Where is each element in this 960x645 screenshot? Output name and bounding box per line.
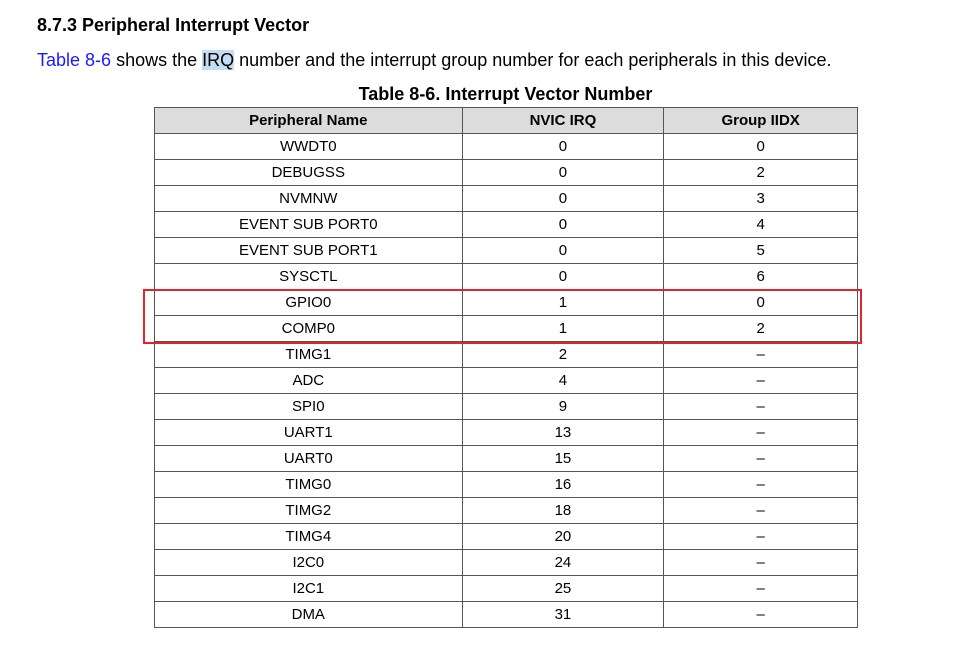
table-row: COMP0 1 2 [154, 315, 858, 342]
table-row: SPI0 9– [154, 393, 858, 420]
table-cell: 31 [461, 601, 665, 628]
table-cell: DEBUGSS [154, 159, 463, 186]
table-cell: 4 [461, 367, 665, 394]
table-cell: NVMNW [154, 185, 463, 212]
table-cell: 20 [461, 523, 665, 550]
table-cell: GPIO0 [154, 289, 463, 316]
table-row: TIMG2 18– [154, 497, 858, 524]
highlight-box [143, 289, 862, 344]
table-cell: 0 [461, 211, 665, 238]
table-cell: I2C0 [154, 549, 463, 576]
table-cell: TIMG4 [154, 523, 463, 550]
table-cell: – [663, 549, 858, 576]
table-cell: 24 [461, 549, 665, 576]
table-cell: 0 [663, 289, 858, 316]
table-row: DEBUGSS 0 2 [154, 159, 858, 186]
table-cell: 4 [663, 211, 858, 238]
table-cell: – [663, 523, 858, 550]
table-cell: 25 [461, 575, 665, 602]
table-row: EVENT SUB PORT0 0 4 [154, 211, 858, 238]
table-cell: UART1 [154, 419, 463, 446]
table-row: TIMG0 16– [154, 471, 858, 498]
table-row: TIMG4 20– [154, 523, 858, 550]
table-row: TIMG1 2– [154, 341, 858, 368]
table-cell: UART0 [154, 445, 463, 472]
text: shows the [111, 50, 203, 70]
table-cell: 0 [461, 263, 665, 290]
table-cell: 0 [461, 237, 665, 264]
table-cell: 15 [461, 445, 665, 472]
column-header: Group IIDX [663, 107, 858, 134]
table-link[interactable]: Table 8-6 [37, 50, 112, 70]
table-row: I2C1 25– [154, 575, 858, 602]
table-row: I2C0 24– [154, 549, 858, 576]
table-cell: TIMG2 [154, 497, 463, 524]
table-row: SYSCTL 0 6 [154, 263, 858, 290]
header-row: Peripheral Name NVIC IRQ Group IIDX [154, 107, 858, 134]
table-cell: ADC [154, 367, 463, 394]
table-row: ADC 4– [154, 367, 858, 394]
table-row: NVMNW 0 3 [154, 185, 858, 212]
table-cell: – [663, 471, 858, 498]
table-cell: 6 [663, 263, 858, 290]
table-cell: 0 [663, 133, 858, 160]
table-cell: 0 [461, 159, 665, 186]
table-cell: 2 [663, 315, 858, 342]
table-cell: 1 [461, 315, 665, 342]
table-cell: 0 [461, 185, 665, 212]
table-cell: 5 [663, 237, 858, 264]
table-cell: I2C1 [154, 575, 463, 602]
table-body: WWDT0 0 0 DEBUGSS 0 2 NVMNW 0 3 EVENT SUB PORT0 0 4… [154, 133, 858, 628]
table-cell: – [663, 341, 858, 368]
table-cell: – [663, 419, 858, 446]
table-cell: TIMG0 [154, 471, 463, 498]
paragraph: Table 8-6 shows the IRQ number and the i… [37, 50, 831, 71]
table-cell: 2 [461, 341, 665, 368]
table-cell: EVENT SUB PORT1 [154, 237, 463, 264]
text: number and the interrupt group number fo… [234, 50, 832, 70]
table-cell: WWDT0 [154, 133, 463, 160]
table-cell: TIMG1 [154, 341, 463, 368]
column-header: Peripheral Name [154, 107, 463, 134]
table-cell: EVENT SUB PORT0 [154, 211, 463, 238]
table-row: GPIO0 1 0 [154, 289, 858, 316]
table-title: Table 8-6. Interrupt Vector Number [358, 84, 653, 104]
table-row: EVENT SUB PORT1 0 5 [154, 237, 858, 264]
table-cell: – [663, 367, 858, 394]
table-cell: SPI0 [154, 393, 463, 420]
table-cell: 18 [461, 497, 665, 524]
table-cell: 9 [461, 393, 665, 420]
table-cell: 3 [663, 185, 858, 212]
table-row: UART0 15– [154, 445, 858, 472]
table-cell: SYSCTL [154, 263, 463, 290]
table-cell: – [663, 445, 858, 472]
table-cell: – [663, 497, 858, 524]
table-cell: 2 [663, 159, 858, 186]
table-cell: – [663, 393, 858, 420]
table-row: WWDT0 0 0 [154, 133, 858, 160]
table-cell: – [663, 601, 858, 628]
column-header: NVIC IRQ [461, 107, 665, 134]
table: Peripheral Name NVIC IRQ Group IIDX WWDT0 0… [154, 107, 858, 628]
table-cell: 13 [461, 419, 665, 446]
table-row: UART1 13– [154, 419, 858, 446]
table-cell: DMA [154, 601, 463, 628]
table-cell: – [663, 575, 858, 602]
highlighted-text: IRQ [202, 50, 235, 70]
table-row: DMA 31– [154, 601, 858, 628]
table-cell: 0 [461, 133, 665, 160]
table-cell: 16 [461, 471, 665, 498]
section-heading: 8.7.3 Peripheral Interrupt Vector [37, 15, 310, 35]
